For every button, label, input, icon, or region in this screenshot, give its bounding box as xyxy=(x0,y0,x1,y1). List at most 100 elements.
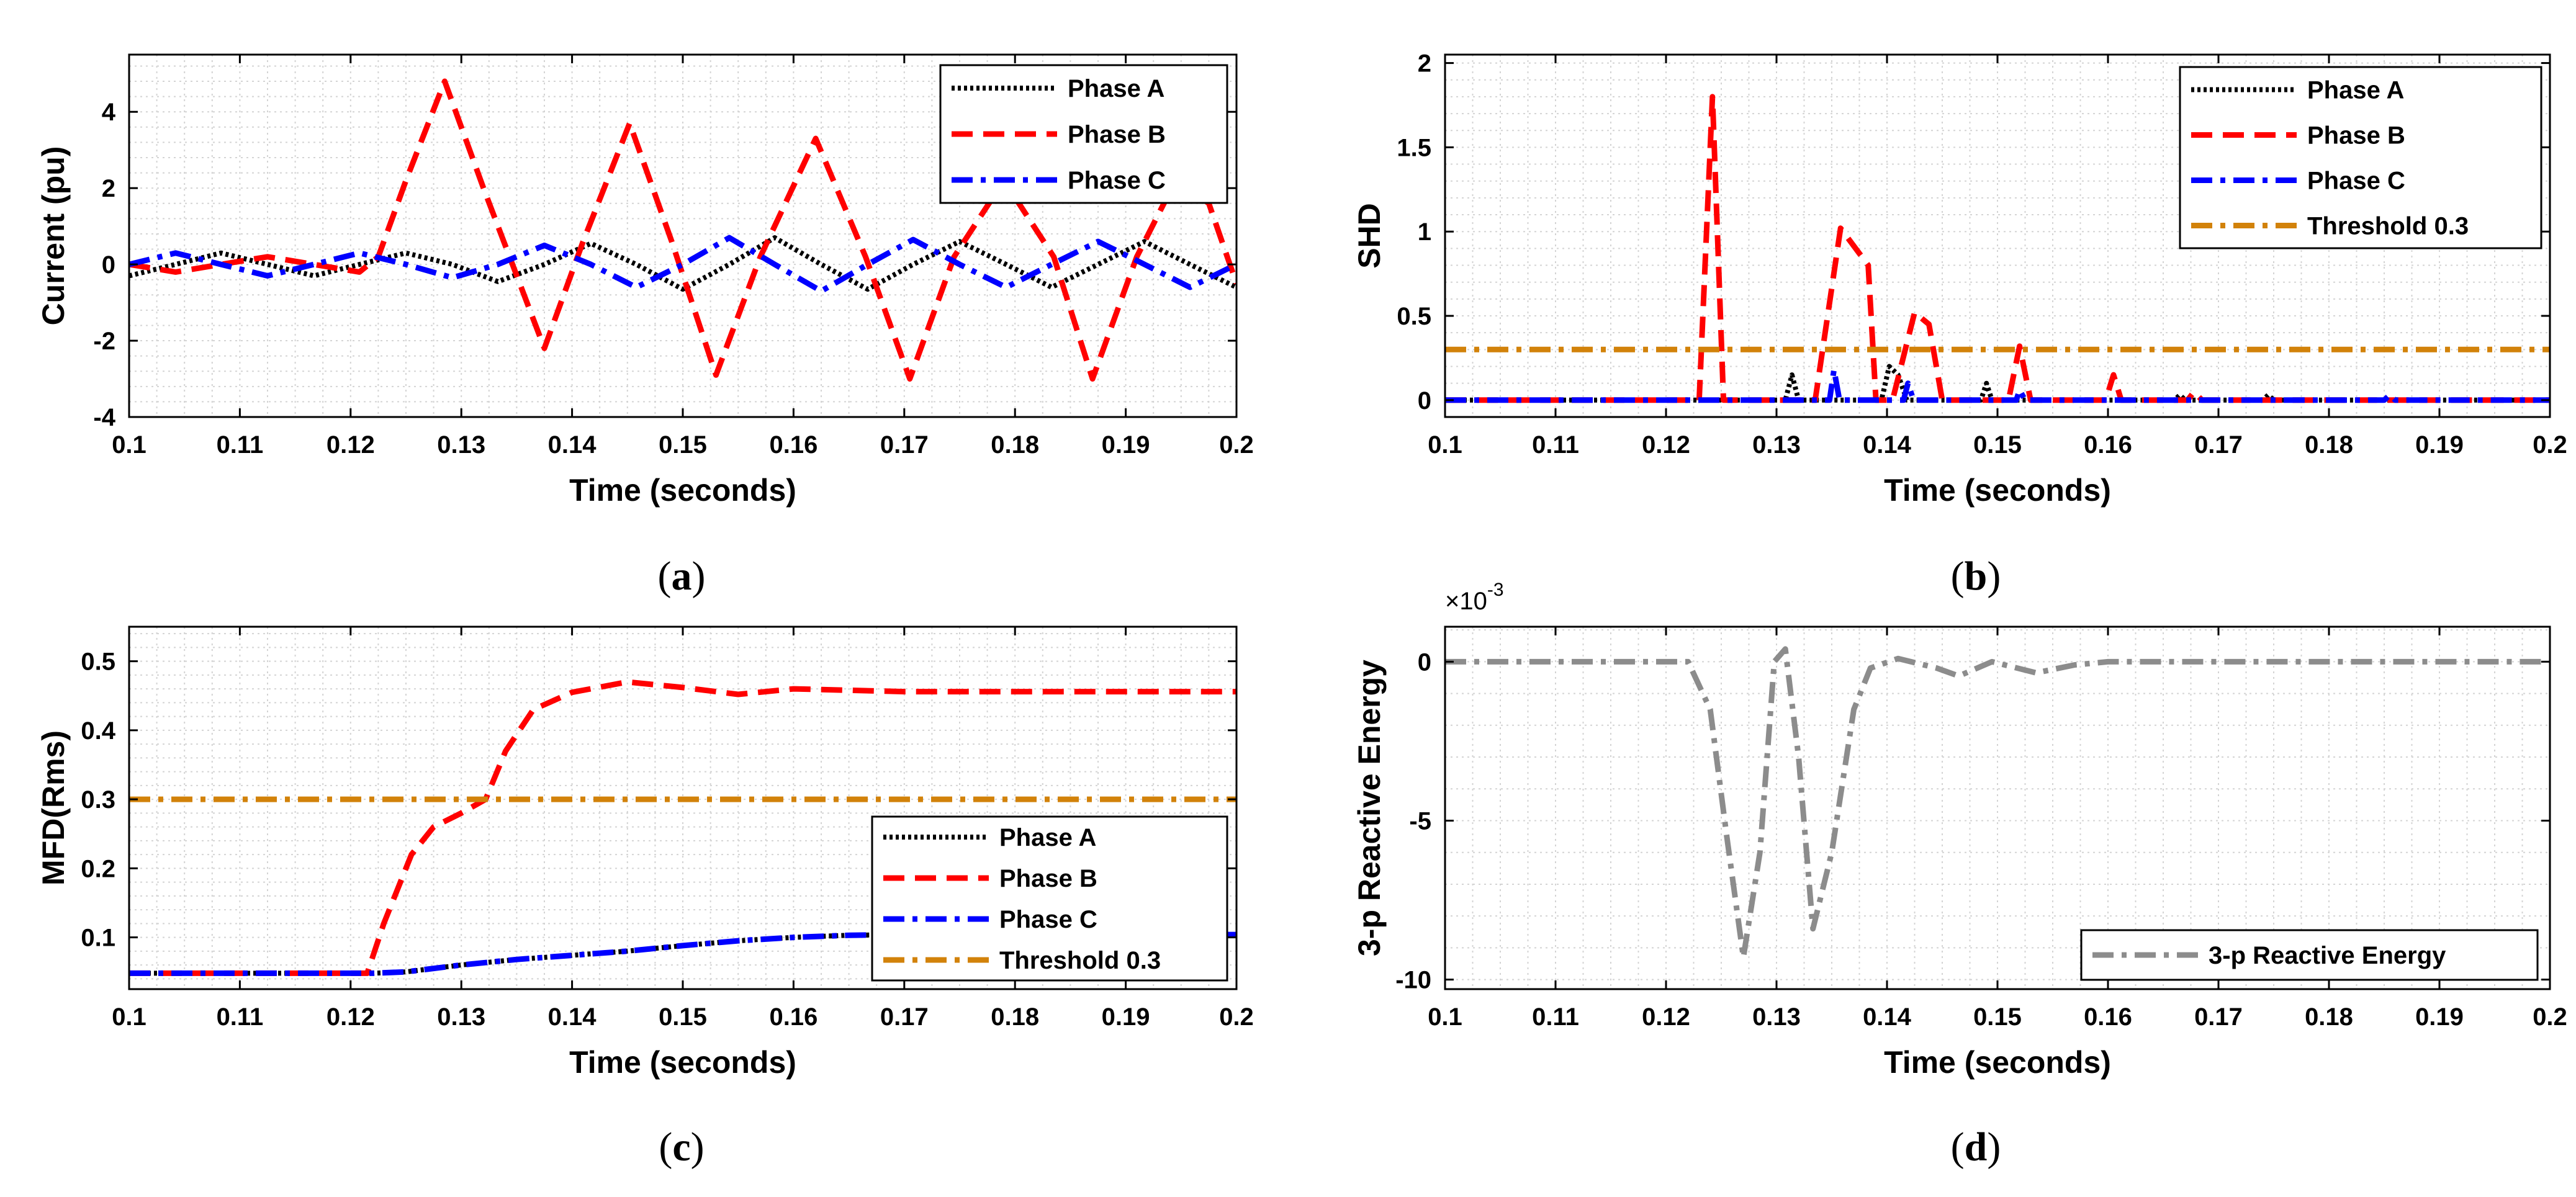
chart-panel-d: 0.1 0.11 0.12 0.13 0.14 0.15 0.16 0.17 0.18 0.19 0… xyxy=(1352,580,2567,1170)
y-scale-exponent: -3 xyxy=(1487,580,1504,600)
x-tick-label: 0.11 xyxy=(217,1003,264,1031)
caption-close-paren: ) xyxy=(691,1124,705,1170)
series-group xyxy=(1445,94,2550,403)
legend-box xyxy=(2080,929,2539,981)
x-tick-label: 0.15 xyxy=(659,431,707,459)
legend: Phase A Phase B Phase C xyxy=(939,64,1228,204)
x-tick-label: 0.14 xyxy=(548,431,597,459)
y-tick-label: 0 xyxy=(1418,648,1431,676)
legend-label-phase-a: Phase A xyxy=(2307,77,2404,104)
y-tick-label: 4 xyxy=(102,99,116,126)
grid xyxy=(1444,55,2551,418)
chart-panel-a: 0.1 0.11 0.12 0.13 0.14 0.15 0.16 0.17 0.18 0.19 0… xyxy=(36,53,1254,599)
y-tick-label: -10 xyxy=(1395,967,1431,994)
panel-caption: (c) xyxy=(659,1124,704,1170)
legend: Phase A Phase B Phase C Threshold 0.3 xyxy=(871,815,1228,982)
legend: Phase A Phase B Phase C Threshold 0.3 xyxy=(2179,66,2542,249)
x-tick-label: 0.17 xyxy=(2194,431,2243,459)
y-tick-label: 0.2 xyxy=(81,855,115,882)
y-tick-label: 1 xyxy=(1418,218,1431,246)
legend-label-threshold-0-3: Threshold 0.3 xyxy=(2307,213,2469,240)
y-axis-label: 3-p Reactive Energy xyxy=(1352,660,1387,956)
y-tick-label: 1.5 xyxy=(1397,134,1431,161)
x-tick-label: 0.13 xyxy=(1752,1003,1801,1031)
x-tick-label: 0.17 xyxy=(880,431,929,459)
x-tick-label: 0.1 xyxy=(112,1003,146,1031)
legend-label-phase-b: Phase B xyxy=(2307,122,2405,150)
caption-open-paren: ( xyxy=(1951,1124,1965,1170)
legend-label-phase-a: Phase A xyxy=(1068,75,1164,102)
legend-label-phase-b: Phase B xyxy=(1068,121,1166,148)
y-tick-label: -2 xyxy=(93,328,115,355)
x-tick-label: 0.13 xyxy=(1752,431,1801,459)
x-tick-label: 0.1 xyxy=(112,431,146,459)
y-tick-label: 2 xyxy=(102,175,115,202)
legend-box xyxy=(2179,66,2542,249)
y-tick-label: 0.1 xyxy=(81,925,115,952)
series-line-phase-c xyxy=(129,235,1236,294)
legend-label-phase-c: Phase C xyxy=(1068,167,1166,194)
y-tick-label: 0 xyxy=(1418,387,1431,415)
series-group xyxy=(129,78,1236,382)
x-tick-label: 0.19 xyxy=(1102,431,1150,459)
series-line-3-p-reactive-energy xyxy=(1445,646,2550,961)
x-tick-label: 0.2 xyxy=(2533,1003,2567,1031)
x-tick-label: 0.17 xyxy=(880,1003,929,1031)
caption-open-paren: ( xyxy=(658,554,672,599)
panel-caption: (b) xyxy=(1951,554,2001,599)
x-tick-label: 0.18 xyxy=(991,431,1039,459)
caption-letter: d xyxy=(1965,1124,1988,1170)
panel-caption: (d) xyxy=(1951,1124,2001,1170)
x-tick-label: 0.13 xyxy=(437,1003,485,1031)
caption-letter: c xyxy=(672,1124,690,1170)
x-tick-label: 0.13 xyxy=(437,431,485,459)
legend-label-phase-c: Phase C xyxy=(2307,168,2405,195)
x-tick-label: 0.15 xyxy=(1973,1003,2022,1031)
y-tick-label: 0.4 xyxy=(81,717,115,745)
legend-label-phase-a: Phase A xyxy=(999,824,1096,851)
y-tick-label: -4 xyxy=(93,404,115,431)
grid xyxy=(1444,627,2551,989)
x-tick-label: 0.2 xyxy=(1219,1003,1254,1031)
caption-letter: a xyxy=(672,554,692,599)
x-axis-label: Time (seconds) xyxy=(1884,473,2111,508)
x-tick-label: 0.2 xyxy=(1219,431,1254,459)
x-tick-label: 0.12 xyxy=(327,431,375,459)
x-tick-label: 0.14 xyxy=(1863,431,1912,459)
y-axis-label: SHD xyxy=(1352,203,1387,269)
x-tick-label: 0.16 xyxy=(2084,431,2132,459)
x-tick-label: 0.19 xyxy=(2415,431,2464,459)
series-line-phase-b xyxy=(1445,94,2550,403)
x-tick-label: 0.19 xyxy=(1102,1003,1150,1031)
y-tick-label: -5 xyxy=(1409,807,1431,835)
x-tick-label: 0.19 xyxy=(2415,1003,2464,1031)
chart-panel-c: 0.1 0.11 0.12 0.13 0.14 0.15 0.16 0.17 0.18 0.19 0… xyxy=(36,625,1254,1170)
x-axis-label: Time (seconds) xyxy=(1884,1045,2111,1080)
chart-panel-b: 0.1 0.11 0.12 0.13 0.14 0.15 0.16 0.17 0.18 0.19 0… xyxy=(1352,50,2567,599)
x-tick-label: 0.2 xyxy=(2533,431,2567,459)
series-line-phase-b xyxy=(129,78,1236,382)
x-tick-label: 0.11 xyxy=(217,431,264,459)
x-tick-label: 0.12 xyxy=(327,1003,375,1031)
x-tick-label: 0.1 xyxy=(1428,431,1462,459)
x-tick-label: 0.1 xyxy=(1428,1003,1462,1031)
x-tick-label: 0.11 xyxy=(1532,1003,1579,1031)
y-tick-label: 0 xyxy=(102,251,115,279)
x-tick-label: 0.18 xyxy=(2305,431,2353,459)
legend-label-phase-b: Phase B xyxy=(999,865,1097,892)
x-tick-label: 0.15 xyxy=(1973,431,2022,459)
y-scale-base: ×10 xyxy=(1445,588,1487,615)
x-tick-label: 0.18 xyxy=(991,1003,1039,1031)
y-axis-label: MFD(Rms) xyxy=(36,730,71,885)
series-line-phase-c xyxy=(1445,367,2550,403)
panel-caption: (a) xyxy=(658,554,706,599)
x-tick-label: 0.14 xyxy=(1863,1003,1912,1031)
legend-label-3-p-reactive-energy: 3-p Reactive Energy xyxy=(2209,942,2446,969)
x-tick-label: 0.16 xyxy=(769,1003,817,1031)
legend-box xyxy=(871,815,1228,982)
series-line-phase-a xyxy=(129,235,1236,292)
x-axis-label: Time (seconds) xyxy=(569,473,796,508)
series-line-phase-b xyxy=(129,679,1236,976)
